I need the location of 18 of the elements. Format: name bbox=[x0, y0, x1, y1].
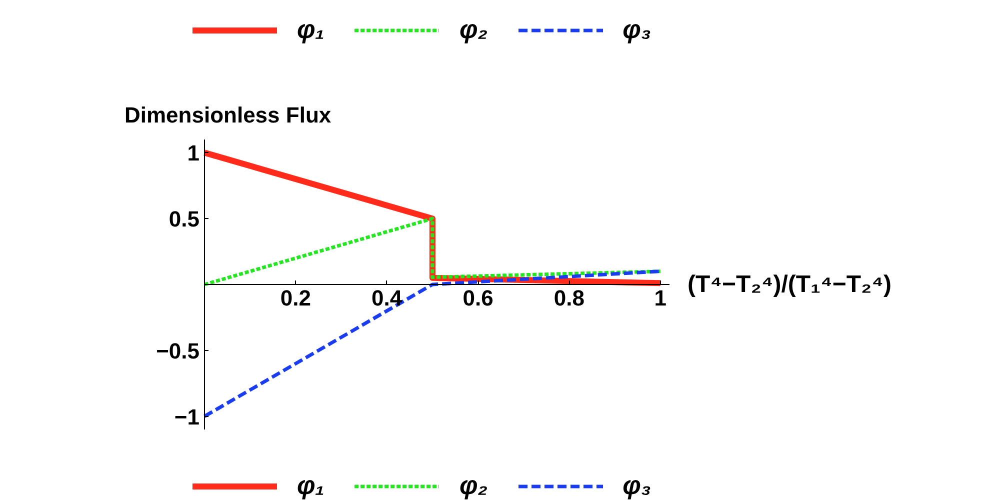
legend-label: φ₃ bbox=[622, 470, 652, 501]
x-tick-label: 1 bbox=[654, 286, 667, 310]
y-tick-label: −0.5 bbox=[156, 338, 200, 364]
y-tick-label: −1 bbox=[174, 404, 200, 430]
legend-label: φ₁ bbox=[297, 14, 324, 45]
y-tick-label: 1 bbox=[187, 140, 200, 166]
text: φ₁ bbox=[297, 470, 324, 500]
y-axis-title: Dimensionless Flux bbox=[124, 102, 332, 128]
y-tick-label: 0.5 bbox=[168, 206, 200, 232]
x-tick-label: 0.8 bbox=[554, 286, 585, 310]
x-tick-label: 0.6 bbox=[462, 286, 494, 310]
text: φ₃ bbox=[622, 14, 652, 44]
x-axis-title: (T⁴−T₂⁴)/(T₁⁴−T₂⁴) bbox=[688, 271, 892, 298]
x-tick-label: 0.4 bbox=[372, 286, 403, 310]
line-series bbox=[202, 216, 662, 286]
legend-label: φ₂ bbox=[459, 14, 488, 45]
text: φ₂ bbox=[459, 470, 488, 500]
x-tick-label: 0.2 bbox=[280, 286, 311, 310]
